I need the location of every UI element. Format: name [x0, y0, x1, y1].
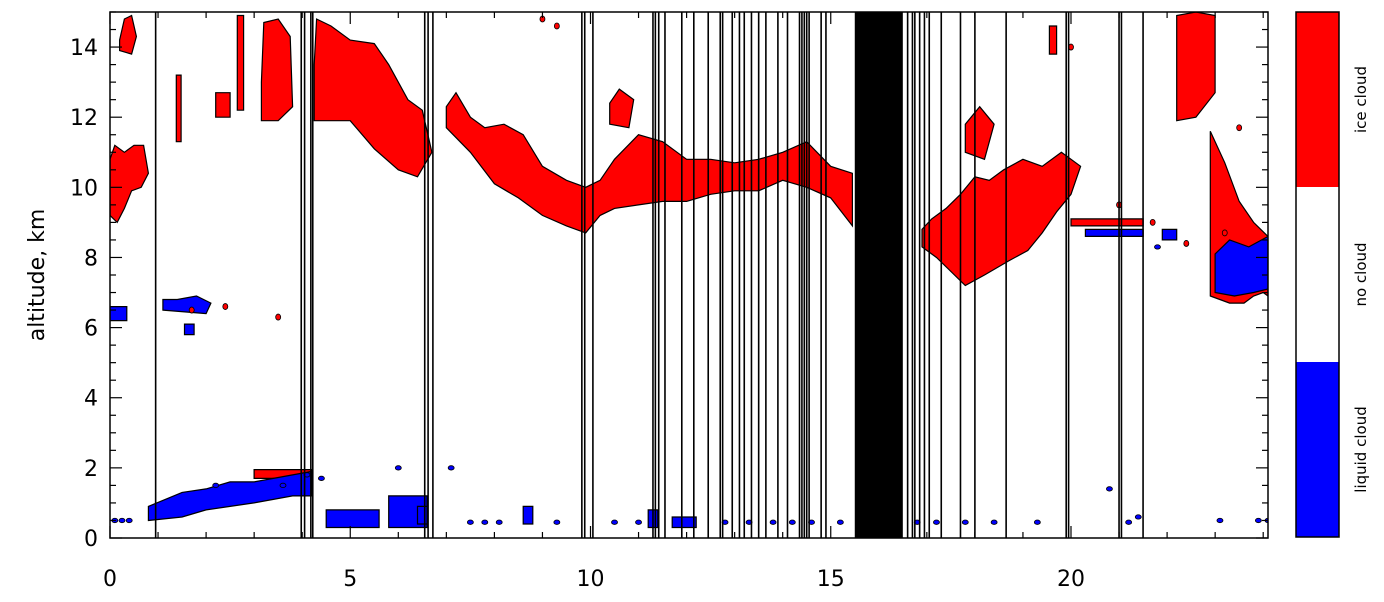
liquid-speckle-1	[118, 517, 126, 524]
x-tick-label: 0	[103, 567, 117, 592]
ice-speckle-0	[188, 306, 195, 314]
liquid-speckle-8	[318, 475, 325, 481]
y-axis-title: altitude, km	[25, 209, 50, 342]
axis-ticks	[109, 11, 1268, 539]
liquid-cloud-region-12	[671, 516, 697, 529]
liquid-speckle-11	[495, 519, 503, 525]
colorbar-label-1: no cloud	[1352, 242, 1370, 306]
liquid-speckle-22	[933, 519, 940, 525]
cloud-regions	[110, 12, 1268, 529]
ice-cloud-region-8	[609, 88, 635, 129]
colorbar: liquid cloud no cloud ice cloud	[1295, 11, 1370, 538]
liquid-speckle-10	[481, 519, 489, 525]
liquid-speckle-17	[769, 519, 777, 525]
colorbar-label-2: ice cloud	[1352, 66, 1370, 133]
y-tick-label: 8	[84, 246, 98, 271]
x-tick-label: 5	[343, 567, 357, 592]
tick-labels: 0 5 10 15 20 0 2 4 6 8 10 12 14	[70, 36, 1085, 592]
x-tick-label: 20	[1057, 567, 1085, 592]
liquid-speckle-32	[1216, 517, 1224, 524]
liquid-speckle-25	[1033, 519, 1041, 525]
ice-cloud-region-13	[1176, 12, 1216, 122]
ice-speckle-9	[1236, 124, 1243, 132]
ice-cloud-region-10	[964, 105, 995, 161]
ice-speckle-1	[222, 303, 229, 310]
liquid-speckle-5	[212, 482, 220, 488]
liquid-speckle-31	[1154, 244, 1161, 250]
ice-cloud-region-6	[313, 18, 433, 178]
ice-cloud-region-4	[236, 14, 245, 111]
liquid-cloud-region-9	[416, 505, 428, 525]
liquid-cloud-region-5	[1161, 228, 1178, 241]
y-tick-label: 4	[84, 387, 98, 412]
x-tick-label: 10	[576, 567, 604, 592]
ice-speckle-4	[553, 22, 560, 30]
ice-speckle-2	[275, 313, 282, 321]
liquid-cloud-region-3	[1214, 235, 1268, 297]
liquid-cloud-region-2	[183, 323, 195, 336]
ice-cloud-region-7	[445, 91, 854, 234]
x-tick-label: 15	[817, 567, 845, 592]
y-tick-label: 12	[70, 106, 98, 131]
y-tick-label: 2	[84, 457, 98, 482]
colorbar-segment-liquid	[1296, 362, 1339, 537]
liquid-speckle-24	[990, 519, 998, 525]
ice-cloud-region-1	[118, 14, 138, 55]
ice-cloud-region-12	[1070, 218, 1144, 227]
liquid-speckle-14	[635, 519, 642, 525]
liquid-speckle-23	[961, 519, 969, 525]
colorbar-frame	[1295, 11, 1340, 538]
liquid-speckle-28	[1254, 517, 1262, 524]
ice-cloud-region-3	[215, 92, 231, 118]
liquid-cloud-region-0	[110, 306, 128, 322]
liquid-speckle-26	[1125, 519, 1133, 525]
ice-cloud-region-0	[110, 144, 150, 224]
dropout-lines	[154, 12, 1144, 538]
liquid-cloud-region-4	[1084, 228, 1144, 237]
liquid-cloud-region-10	[522, 505, 534, 525]
y-tick-label: 6	[84, 317, 98, 342]
colorbar-segment-ice	[1296, 12, 1339, 187]
liquid-speckle-13	[611, 519, 618, 525]
liquid-speckle-9	[466, 519, 474, 525]
y-tick-label: 0	[84, 527, 98, 552]
colorbar-label-0: liquid cloud	[1352, 406, 1370, 492]
ice-cloud-region-5	[260, 18, 294, 122]
dropout-band-0	[854, 12, 903, 538]
ice-speckle-10	[1149, 218, 1156, 226]
ice-speckle-7	[1183, 240, 1190, 247]
liquid-speckle-6	[279, 482, 287, 488]
liquid-speckle-30	[1106, 486, 1113, 492]
liquid-speckle-2	[125, 517, 133, 524]
liquid-cloud-region-6	[147, 470, 313, 522]
y-tick-label: 14	[70, 36, 98, 61]
y-tick-label: 10	[70, 176, 98, 201]
ice-cloud-region-2	[175, 74, 182, 143]
liquid-speckle-3	[394, 465, 402, 471]
liquid-cloud-region-1	[162, 295, 212, 315]
ice-speckle-8	[1221, 229, 1228, 237]
liquid-speckle-27	[1134, 514, 1142, 520]
ice-cloud-region-9	[921, 151, 1082, 287]
liquid-cloud-region-7	[325, 509, 380, 529]
liquid-speckle-4	[447, 465, 455, 471]
ice-cloud-region-11	[1048, 25, 1058, 55]
liquid-speckle-12	[553, 519, 561, 525]
colorbar-segment-none	[1296, 187, 1339, 362]
liquid-speckle-18	[788, 519, 796, 525]
liquid-speckle-20	[836, 519, 844, 525]
